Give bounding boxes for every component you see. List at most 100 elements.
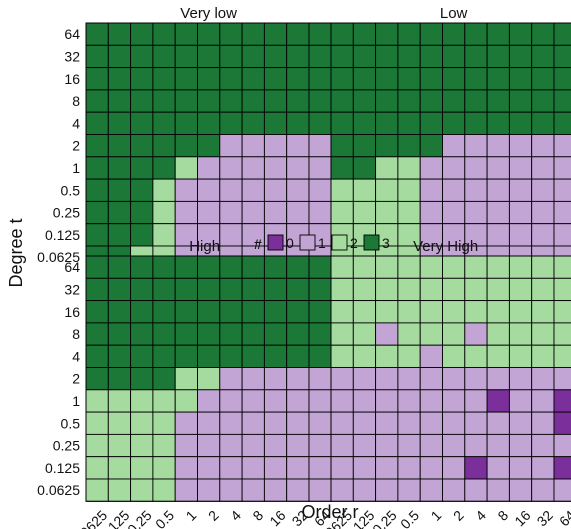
y-axis-title: Degree t <box>6 218 26 287</box>
heatmap-cell <box>85 300 109 324</box>
y-tick-label: 16 <box>64 304 80 320</box>
heatmap-panel: Low <box>330 5 571 269</box>
heatmap-cell <box>197 277 221 302</box>
heatmap-cell <box>130 44 154 69</box>
heatmap-cell <box>486 433 510 458</box>
heatmap-cell <box>130 200 154 225</box>
heatmap-cell <box>375 456 399 480</box>
heatmap-cell <box>330 478 354 502</box>
heatmap-cell <box>508 300 533 324</box>
heatmap-cell <box>107 223 132 247</box>
heatmap-cell <box>464 156 488 180</box>
heatmap-cell <box>352 111 377 135</box>
x-tick-label: 16 <box>266 507 288 529</box>
heatmap-cell <box>152 156 176 180</box>
heatmap-cell <box>107 255 132 279</box>
heatmap-cell <box>442 344 466 368</box>
heatmap-cell <box>464 277 488 302</box>
heatmap-cell <box>486 134 510 158</box>
heatmap-cell <box>308 367 332 391</box>
panel-title: High <box>189 238 220 255</box>
heatmap-cell <box>130 156 154 180</box>
heatmap-cell <box>375 255 399 279</box>
legend-label: 0 <box>286 235 294 251</box>
heatmap-cell <box>152 433 176 458</box>
heatmap-cell <box>241 156 265 180</box>
heatmap-cell <box>219 111 243 135</box>
heatmap-cell <box>308 433 332 458</box>
x-tick-label: 2 <box>205 507 222 524</box>
heatmap-cell <box>330 178 354 202</box>
heatmap-cell <box>107 367 132 391</box>
heatmap-cell <box>197 89 221 113</box>
heatmap-cell <box>553 255 571 279</box>
heatmap-cell <box>397 255 421 279</box>
heatmap-cell <box>553 44 571 69</box>
heatmap-cell <box>219 156 243 180</box>
heatmap-cell <box>85 67 109 91</box>
heatmap-cell <box>442 367 466 391</box>
heatmap-cell <box>152 223 176 247</box>
heatmap-cell <box>219 433 243 458</box>
heatmap-cell <box>263 433 288 458</box>
heatmap-cell <box>531 456 555 480</box>
heatmap-cell <box>263 22 288 46</box>
heatmap-cell <box>419 478 443 502</box>
y-tick-label: 0.125 <box>45 460 80 476</box>
heatmap-cell <box>286 67 310 91</box>
heatmap-cell <box>464 389 488 413</box>
heatmap-cell <box>219 223 243 247</box>
heatmap-cell <box>486 44 510 69</box>
heatmap-cell <box>464 67 488 91</box>
heatmap-cell <box>130 255 154 279</box>
heatmap-cell <box>308 411 332 435</box>
y-tick-label: 4 <box>72 348 80 364</box>
heatmap-cell <box>263 134 288 158</box>
heatmap-cell <box>553 156 571 180</box>
heatmap-cell <box>531 178 555 202</box>
heatmap-cell <box>152 456 176 480</box>
heatmap-cell <box>263 277 288 302</box>
heatmap-cell <box>442 200 466 225</box>
x-tick-label: 1 <box>428 507 445 524</box>
heatmap-cell <box>219 322 243 346</box>
heatmap-cell <box>352 156 377 180</box>
heatmap-cell <box>219 367 243 391</box>
heatmap-cell <box>130 478 154 502</box>
heatmap-cell <box>107 478 132 502</box>
heatmap-cell <box>174 367 198 391</box>
heatmap-cell <box>397 44 421 69</box>
heatmap-cell <box>419 89 443 113</box>
heatmap-cell <box>241 322 265 346</box>
heatmap-cell <box>241 433 265 458</box>
heatmap-cell <box>553 67 571 91</box>
heatmap-cell <box>241 367 265 391</box>
heatmap-cell <box>531 322 555 346</box>
heatmap-cell <box>508 389 533 413</box>
heatmap-cell <box>174 22 198 46</box>
heatmap-cell <box>241 255 265 279</box>
x-tick-label: 32 <box>534 507 556 529</box>
y-tick-label: 2 <box>72 138 80 154</box>
heatmap-cell <box>508 22 533 46</box>
y-tick-label: 0.5 <box>61 182 81 198</box>
heatmap-cell <box>174 322 198 346</box>
heatmap-cell <box>508 478 533 502</box>
heatmap-cell <box>130 22 154 46</box>
heatmap-cell <box>442 277 466 302</box>
heatmap-cell <box>419 322 443 346</box>
y-tick-label: 2 <box>72 371 80 387</box>
heatmap-cell <box>308 111 332 135</box>
heatmap-cell <box>486 389 510 413</box>
heatmap-cell <box>397 456 421 480</box>
y-tick-label: 0.0625 <box>37 249 80 265</box>
heatmap-cell <box>352 300 377 324</box>
heatmap-cell <box>107 111 132 135</box>
heatmap-cell <box>531 478 555 502</box>
heatmap-cell <box>352 44 377 69</box>
heatmap-cell <box>85 223 109 247</box>
heatmap-cell <box>85 322 109 346</box>
heatmap-cell <box>330 111 354 135</box>
heatmap-cell <box>286 255 310 279</box>
